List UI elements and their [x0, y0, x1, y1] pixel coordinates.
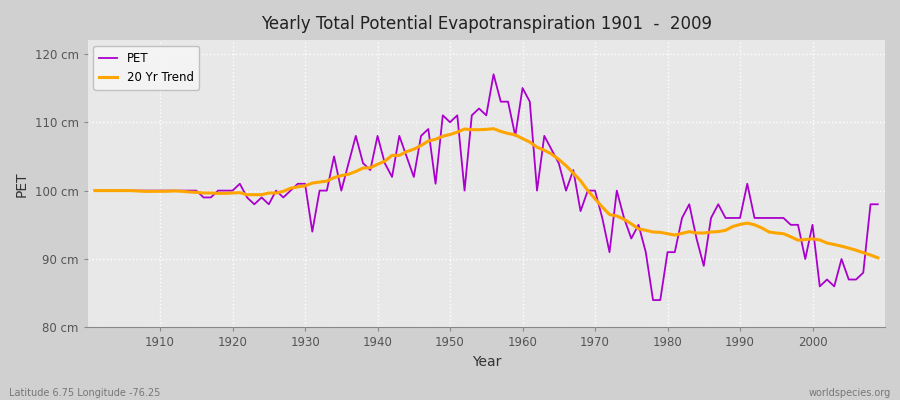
PET: [148, 188, 158, 193]
Legend: PET, 20 Yr Trend: PET, 20 Yr Trend: [94, 46, 200, 90]
Text: worldspecies.org: worldspecies.org: [809, 388, 891, 398]
X-axis label: Year: Year: [472, 355, 501, 369]
Text: Latitude 6.75 Longitude -76.25: Latitude 6.75 Longitude -76.25: [9, 388, 160, 398]
20 Yr Trend: [350, 169, 361, 174]
20 Yr Trend: [148, 189, 158, 194]
PET: [872, 202, 883, 207]
PET: [518, 86, 528, 90]
PET: [488, 72, 499, 77]
PET: [525, 99, 535, 104]
PET: [89, 188, 100, 193]
20 Yr Trend: [872, 255, 883, 260]
20 Yr Trend: [518, 136, 528, 141]
PET: [611, 188, 622, 193]
PET: [350, 134, 361, 138]
PET: [648, 298, 659, 302]
Y-axis label: PET: PET: [15, 171, 29, 196]
20 Yr Trend: [307, 181, 318, 186]
Title: Yearly Total Potential Evapotranspiration 1901  -  2009: Yearly Total Potential Evapotranspiratio…: [261, 15, 712, 33]
20 Yr Trend: [89, 188, 100, 193]
20 Yr Trend: [611, 214, 622, 218]
PET: [307, 229, 318, 234]
20 Yr Trend: [525, 140, 535, 144]
Line: PET: PET: [94, 74, 878, 300]
20 Yr Trend: [488, 126, 499, 131]
Line: 20 Yr Trend: 20 Yr Trend: [94, 129, 878, 258]
